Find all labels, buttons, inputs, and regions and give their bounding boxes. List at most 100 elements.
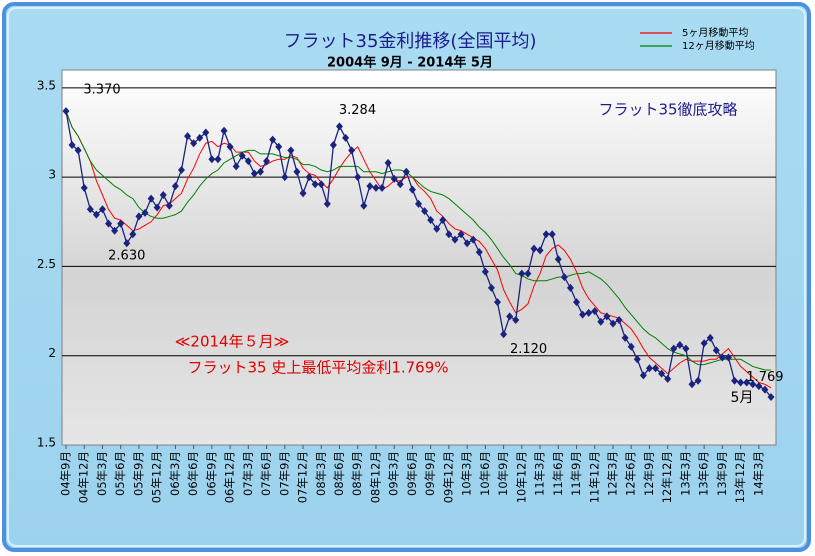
- x-tick-label: 11年3月: [533, 451, 547, 496]
- data-point: [670, 344, 678, 353]
- data-point: [117, 219, 125, 228]
- data-point: [129, 230, 137, 239]
- data-point: [445, 230, 453, 239]
- x-tick-label: 08年3月: [314, 451, 328, 496]
- y-tick-label: 2.5: [37, 257, 56, 271]
- legend-label: 5ヶ月移動平均: [682, 26, 748, 39]
- y-tick-label: 3.5: [37, 78, 56, 92]
- data-point: [518, 269, 526, 278]
- data-point: [500, 330, 508, 339]
- data-point: [676, 341, 684, 349]
- data-point: [664, 374, 672, 383]
- data-point: [554, 255, 562, 264]
- data-point: [591, 307, 599, 316]
- x-tick-label: 13年9月: [715, 451, 729, 496]
- x-tick-label: 04年12月: [77, 451, 91, 503]
- data-point: [548, 230, 556, 239]
- data-point: [731, 376, 739, 385]
- y-tick-label: 1.5: [37, 436, 56, 450]
- value-label: 3.370: [83, 83, 120, 98]
- data-point: [135, 212, 143, 221]
- data-point: [512, 316, 520, 324]
- x-tick-label: 13年6月: [697, 451, 711, 496]
- x-tick-label: 07年3月: [241, 451, 255, 496]
- x-tick-label: 08年9月: [350, 451, 364, 496]
- x-tick-label: 11年9月: [569, 451, 583, 496]
- data-point: [329, 141, 337, 149]
- data-point: [579, 310, 587, 319]
- data-point: [354, 173, 362, 182]
- data-point: [111, 226, 119, 235]
- data-point: [658, 369, 666, 378]
- data-point: [208, 155, 216, 164]
- data-point: [402, 167, 410, 176]
- data-point: [317, 180, 325, 189]
- data-point: [481, 267, 489, 276]
- data-point: [712, 346, 720, 355]
- value-label: 2.120: [510, 342, 547, 357]
- data-point: [530, 244, 538, 253]
- x-tick-label: 12年12月: [660, 451, 674, 503]
- x-tick-label: 06年3月: [168, 451, 182, 496]
- moving-average-line: [65, 110, 772, 389]
- x-tick-label: 09年12月: [441, 451, 455, 503]
- data-point: [153, 203, 161, 212]
- data-point: [560, 273, 568, 282]
- data-point: [98, 205, 106, 214]
- data-point: [141, 208, 149, 217]
- data-point: [68, 141, 76, 149]
- y-tick-label: 2: [48, 346, 56, 360]
- data-point: [214, 155, 222, 164]
- x-tick-label: 07年6月: [259, 451, 273, 496]
- data-point: [238, 151, 246, 160]
- data-point: [639, 371, 647, 380]
- annotation: 5月: [731, 390, 754, 406]
- chart-title: フラット35金利推移(全国平均): [284, 31, 537, 52]
- plot-layer: 1.5 2 2.5 3 3.5 04年9月 04年12月 05年3月 05年6月 05年9月 05年…: [37, 26, 784, 503]
- data-point: [761, 385, 769, 394]
- data-point: [323, 199, 331, 208]
- data-point: [487, 283, 495, 292]
- x-tick-label: 06年9月: [204, 451, 218, 496]
- x-tick-label: 11年6月: [551, 451, 565, 496]
- data-point: [603, 312, 611, 321]
- data-point: [360, 201, 368, 210]
- data-point: [202, 128, 210, 137]
- data-point: [427, 216, 435, 224]
- data-point: [463, 239, 471, 248]
- data-point: [86, 205, 94, 214]
- data-point: [287, 146, 295, 155]
- data-point: [506, 312, 514, 321]
- x-tick-label: 04年9月: [59, 451, 73, 496]
- data-point: [615, 316, 623, 324]
- data-point: [621, 333, 629, 342]
- x-tick-label: 14年3月: [751, 451, 765, 496]
- data-point: [232, 162, 240, 171]
- value-label: 3.284: [339, 103, 376, 118]
- x-tick-label: 06年12月: [223, 451, 237, 503]
- legend-label: 12ヶ月移動平均: [682, 39, 755, 52]
- data-point: [123, 239, 131, 248]
- data-point: [451, 235, 459, 244]
- data-point: [536, 246, 544, 255]
- data-point: [269, 135, 277, 144]
- value-label: 1.769: [746, 370, 783, 385]
- x-tick-label: 13年3月: [678, 451, 692, 496]
- moving-average-line: [65, 110, 771, 371]
- data-point: [688, 380, 696, 389]
- x-tick-label: 05年9月: [131, 451, 145, 496]
- data-point: [372, 183, 380, 192]
- x-tick-label: 11年12月: [587, 451, 601, 503]
- data-point: [767, 392, 775, 401]
- data-point: [396, 180, 404, 189]
- data-point: [421, 207, 429, 216]
- data-point: [378, 183, 386, 192]
- data-point: [597, 317, 605, 326]
- x-tick-label: 12年6月: [624, 451, 638, 496]
- x-tick-label: 10年9月: [496, 451, 510, 496]
- frame-inner: [7, 7, 806, 547]
- x-tick-label: 12年9月: [642, 451, 656, 496]
- data-point: [633, 355, 641, 364]
- data-point: [469, 235, 477, 244]
